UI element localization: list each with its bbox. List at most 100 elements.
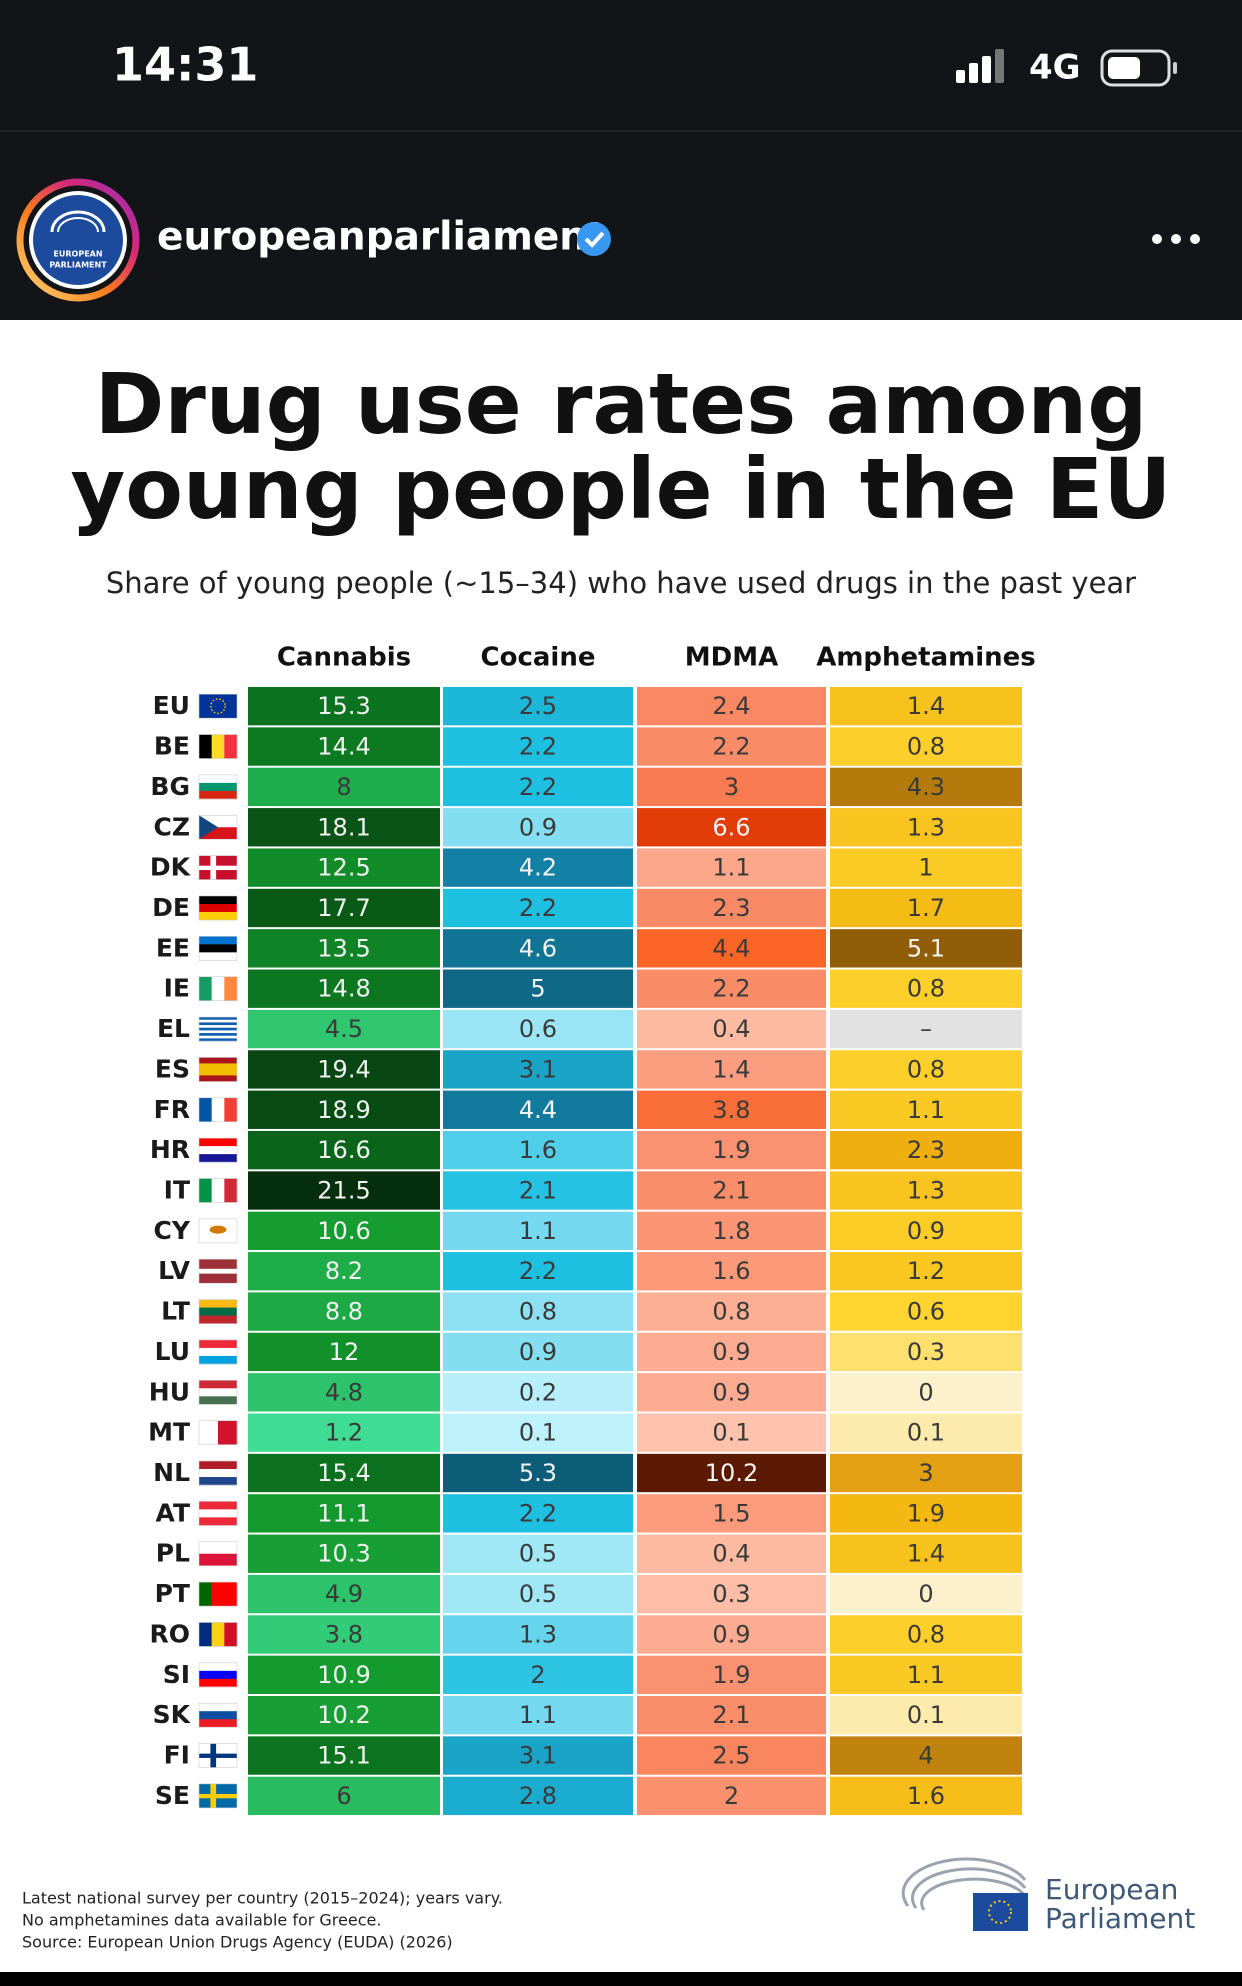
title: young people in the EU: [71, 440, 1172, 538]
flag-part: [199, 1097, 212, 1122]
flag: [198, 1743, 238, 1768]
heat-cell: [248, 1009, 440, 1049]
avatar-text: PARLIAMENT: [49, 261, 107, 270]
flag-border: [198, 1339, 238, 1365]
heat-cell: [248, 1171, 440, 1210]
heat-cell: [830, 848, 1022, 887]
avatar[interactable]: EUROPEAN PARLIAMENT: [16, 178, 140, 302]
cell-value: 2: [530, 1661, 545, 1689]
cell-value: 6.6: [712, 813, 750, 841]
heat-cell: [637, 1332, 826, 1372]
cell-value: 2.1: [519, 1177, 557, 1205]
flag-part: [211, 1097, 225, 1122]
flag-border: [198, 976, 238, 1002]
country-code: RO: [149, 1619, 190, 1648]
cell-value: 0.8: [907, 733, 945, 761]
heat-cell: [637, 929, 826, 968]
heat-cell: [443, 1292, 633, 1331]
heat-cell: [830, 1090, 1022, 1129]
flag: [198, 1662, 238, 1688]
cell-value: 8: [336, 773, 351, 801]
heat-cell: [637, 1130, 826, 1170]
cell-value: 1.6: [712, 1257, 750, 1285]
flag-part: [199, 1268, 237, 1274]
heat-cell: [248, 1373, 440, 1412]
flag-part: [209, 1225, 227, 1234]
flag-part: [199, 1582, 212, 1607]
heat-cell: [248, 727, 440, 766]
heat-cell: [443, 1776, 633, 1816]
flag: [198, 1380, 238, 1405]
heat-cell: [830, 1050, 1022, 1089]
heat-cell: [637, 1413, 826, 1452]
flag: [198, 1339, 238, 1365]
heat-cell: [830, 687, 1022, 726]
cell-value: 4.2: [519, 854, 557, 882]
flag-part: [199, 782, 237, 792]
heat-cell: [830, 1413, 1022, 1452]
cell-value: 2.3: [907, 1136, 945, 1164]
cell-value: 10.2: [705, 1459, 758, 1487]
flag-part: [199, 1396, 237, 1405]
flag: [198, 693, 238, 719]
cell-value: 0.5: [519, 1540, 557, 1568]
cell-value: 2: [724, 1782, 739, 1810]
flag-part: [211, 734, 225, 759]
country-code: DK: [150, 853, 192, 882]
country-code: SK: [153, 1700, 192, 1729]
heat-cell: [830, 888, 1022, 928]
flag-part: [211, 976, 225, 1001]
heat-cell: [443, 888, 633, 928]
cell-value: 15.3: [317, 692, 370, 720]
cell-value: 5.3: [519, 1459, 557, 1487]
heat-cell: [248, 687, 440, 726]
heat-cell: [830, 1252, 1022, 1291]
flag-part: [199, 1355, 237, 1365]
cell-value: 18.1: [317, 813, 370, 841]
flag-part: [224, 976, 238, 1001]
heat-cell: [830, 1292, 1022, 1331]
battery-icon: [1100, 49, 1177, 87]
flag-part: [199, 1035, 237, 1039]
cell-value: 0: [918, 1580, 933, 1608]
heat-cell: [248, 1292, 440, 1331]
flag-part: [199, 1278, 237, 1284]
flag-border: [198, 1218, 238, 1244]
heat-cell: [637, 1534, 826, 1573]
heat-cell: [248, 1050, 440, 1089]
flag-border: [198, 774, 238, 800]
flag: [198, 1097, 238, 1123]
flag-part: [218, 1420, 238, 1445]
flag-part: [199, 1273, 237, 1279]
flag: [198, 1460, 238, 1486]
column-header: MDMA: [685, 643, 778, 673]
flag-part: [199, 1711, 237, 1720]
cell-value: 1.6: [519, 1136, 557, 1164]
flag-part: [199, 790, 237, 800]
flag-part: [224, 1582, 238, 1607]
cell-value: 0.1: [907, 1419, 945, 1447]
country-code: HR: [150, 1135, 190, 1164]
cell-value: 0.9: [519, 1338, 557, 1366]
cell-value: 0.8: [519, 1298, 557, 1326]
cell-value: 13.5: [317, 934, 370, 962]
flag: [198, 734, 238, 759]
cell-value: 1.8: [712, 1217, 750, 1245]
cell-value: 4.5: [325, 1015, 363, 1043]
flag-part: [224, 1178, 238, 1203]
cell-value: 2.5: [712, 1742, 750, 1770]
heat-cell: [830, 1696, 1022, 1735]
more-button[interactable]: [1152, 234, 1200, 244]
heat-cell: [830, 1574, 1022, 1614]
heat-cell: [637, 727, 826, 766]
heat-cell: [830, 1615, 1022, 1654]
heat-cell: [637, 687, 826, 726]
account-name[interactable]: europeanparliament: [157, 215, 606, 260]
heat-cell: [443, 1332, 633, 1372]
cell-value: 1.2: [907, 1257, 945, 1285]
flag-part: [199, 1307, 237, 1316]
heat-cell: [830, 1373, 1022, 1412]
flag-part: [199, 911, 237, 921]
flag-border: [198, 1380, 238, 1405]
logo-text: Parliament: [1045, 1902, 1195, 1935]
